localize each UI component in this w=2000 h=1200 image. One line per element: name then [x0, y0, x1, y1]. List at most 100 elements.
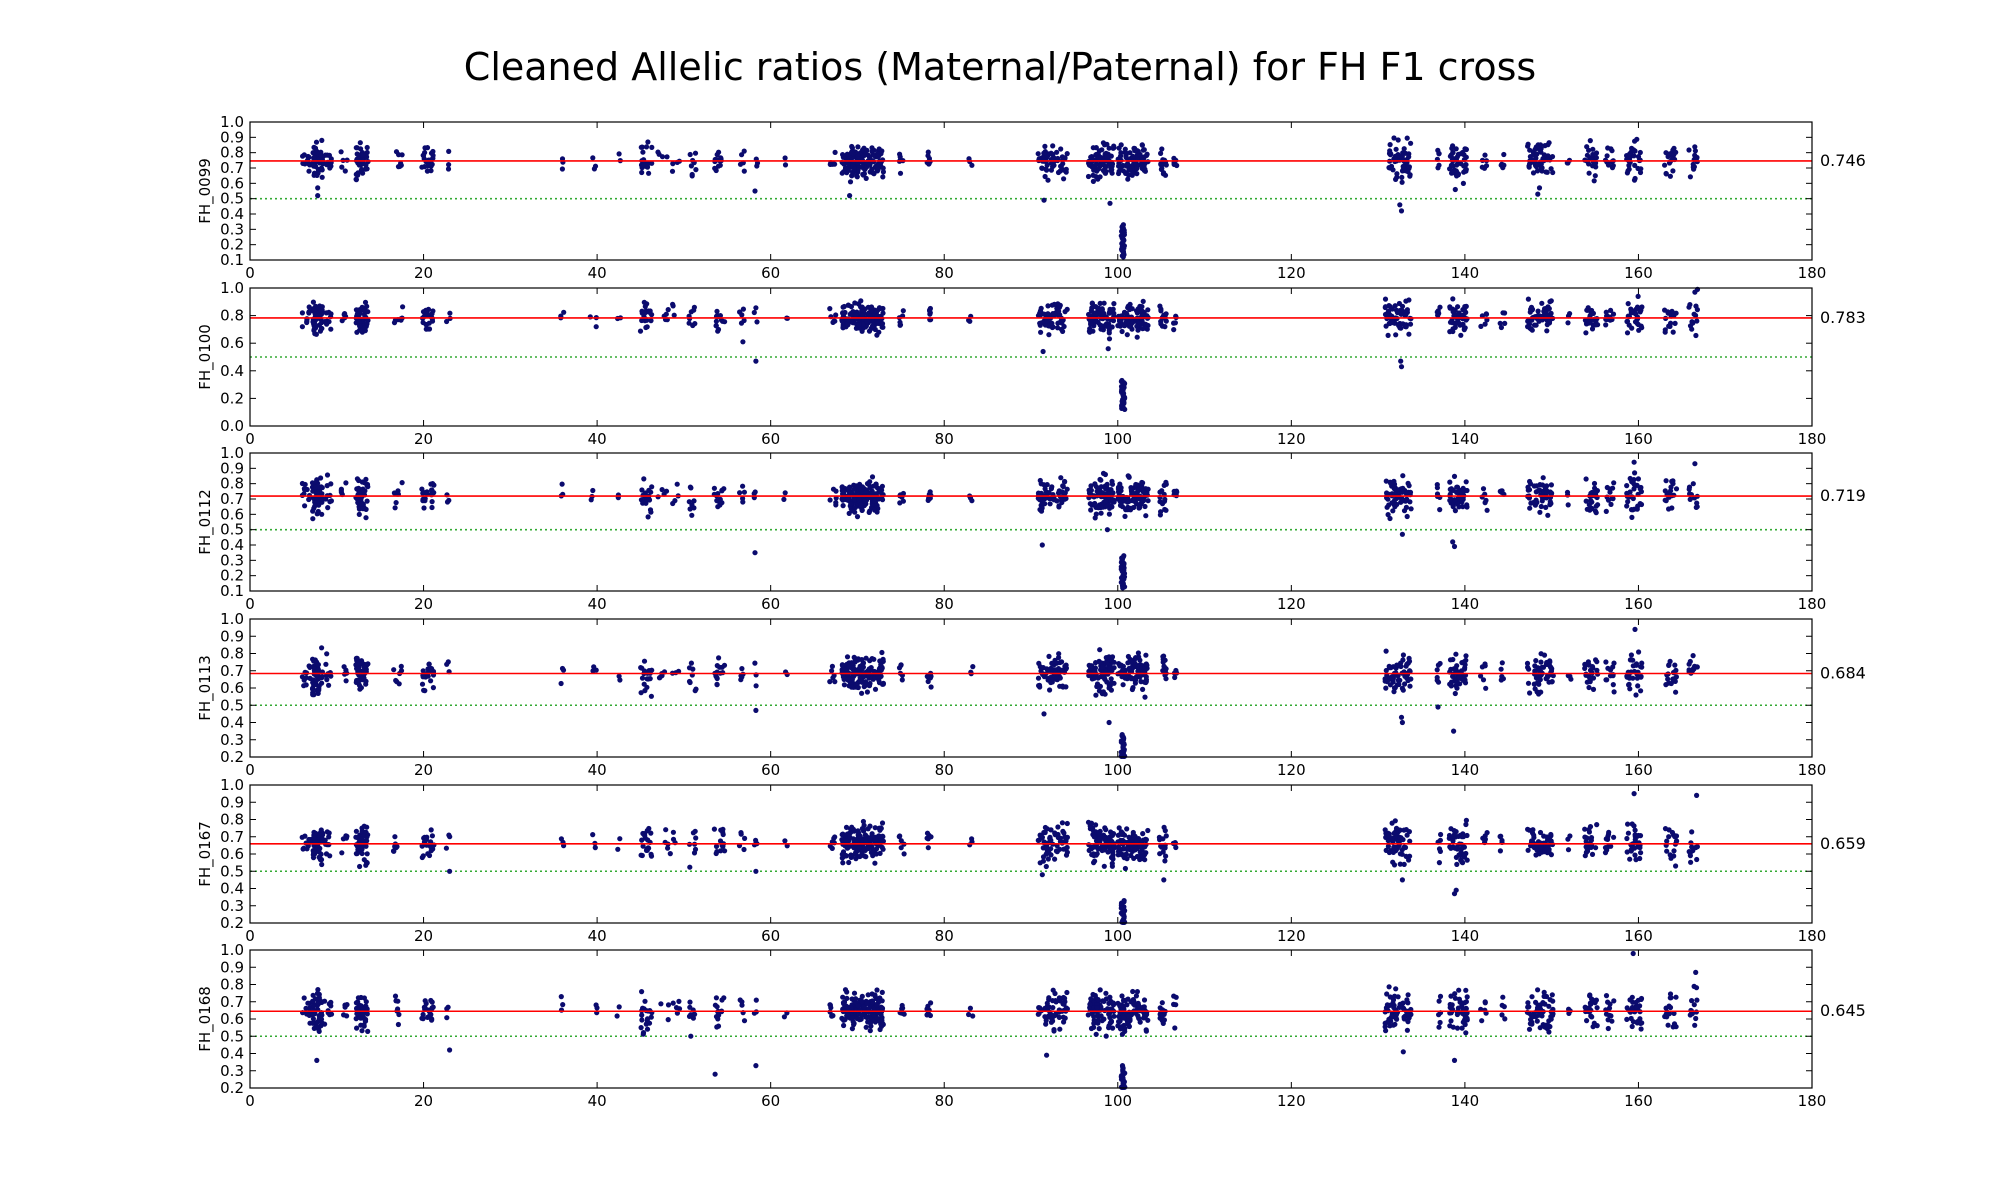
data-point	[840, 325, 846, 331]
data-point	[323, 851, 330, 857]
data-point	[863, 175, 869, 181]
data-point	[1662, 497, 1668, 503]
data-point	[1629, 308, 1635, 315]
y-tick-label: 0.6	[220, 679, 244, 697]
data-point	[854, 174, 860, 180]
outlier-point	[1106, 719, 1112, 726]
data-point	[1540, 475, 1546, 481]
data-point	[1402, 844, 1409, 851]
outlier-point	[1450, 539, 1456, 545]
panel-fh-0167: 0 20 40 60 80 100 120 140 160 1800.20.30.40.50.60…	[196, 776, 1866, 945]
data-point	[1533, 155, 1539, 161]
data-point	[1096, 155, 1102, 161]
data-point	[318, 325, 325, 332]
data-point	[328, 326, 334, 332]
data-point	[833, 500, 839, 506]
data-point	[1529, 327, 1535, 333]
data-point	[422, 496, 428, 502]
data-point	[1626, 162, 1632, 168]
data-point	[1527, 309, 1533, 315]
data-point	[1095, 675, 1101, 681]
data-point	[880, 174, 886, 180]
data-point	[1172, 674, 1178, 681]
data-point	[592, 845, 598, 851]
data-point	[1590, 686, 1597, 693]
data-point	[316, 312, 322, 319]
data-point	[1041, 829, 1047, 836]
data-point	[1058, 475, 1064, 481]
data-point	[313, 331, 319, 337]
data-point	[1388, 480, 1394, 486]
data-point	[1159, 162, 1165, 168]
data-point	[1100, 140, 1106, 146]
y-tick-label: 0.9	[220, 627, 244, 645]
data-point	[1399, 303, 1406, 309]
data-point	[1538, 651, 1544, 657]
data-point	[861, 853, 868, 859]
data-point	[1448, 666, 1454, 672]
data-point	[1124, 826, 1130, 832]
data-point	[674, 481, 680, 487]
data-point	[645, 161, 651, 167]
data-point	[310, 516, 316, 522]
y-tick-label: 0.2	[220, 389, 244, 407]
data-point	[1624, 503, 1630, 509]
data-point	[300, 160, 306, 166]
data-point	[398, 668, 405, 674]
data-point	[1143, 679, 1149, 685]
data-point	[1109, 481, 1116, 487]
data-point	[1626, 682, 1632, 688]
x-tick-label: 0	[245, 761, 255, 779]
data-point	[1121, 553, 1127, 559]
data-point	[862, 498, 868, 504]
data-point	[1143, 652, 1149, 658]
outlier-point	[1397, 202, 1403, 208]
data-point	[1044, 162, 1050, 168]
data-point	[1591, 480, 1598, 487]
y-tick-label: 0.1	[220, 582, 244, 600]
data-point	[1111, 301, 1117, 307]
data-point	[323, 496, 329, 502]
data-point	[1139, 142, 1145, 148]
data-point	[664, 154, 670, 160]
data-point	[782, 155, 788, 161]
data-point	[1586, 170, 1592, 176]
data-point	[716, 655, 722, 661]
outlier-point	[1435, 704, 1441, 710]
data-point	[1478, 673, 1484, 679]
data-point	[1128, 163, 1134, 169]
data-point	[1502, 320, 1508, 326]
data-point	[1524, 660, 1531, 667]
data-point	[1687, 658, 1693, 665]
data-point	[926, 161, 932, 167]
data-point	[1549, 490, 1555, 496]
data-point	[924, 830, 931, 836]
data-point	[1063, 662, 1069, 668]
data-point	[424, 489, 430, 495]
data-point	[1385, 496, 1391, 502]
data-point	[646, 668, 652, 674]
data-point	[1536, 318, 1542, 324]
data-point	[1630, 675, 1636, 681]
x-tick-label: 180	[1798, 264, 1827, 282]
outlier-point	[1040, 348, 1046, 355]
outlier-point	[740, 339, 746, 345]
data-point	[1501, 151, 1507, 158]
data-point	[1692, 144, 1698, 150]
data-point	[866, 162, 873, 168]
data-point	[324, 483, 330, 489]
data-point	[663, 827, 669, 833]
data-point	[1635, 293, 1641, 299]
data-point	[1124, 332, 1130, 338]
data-point	[312, 503, 318, 509]
data-point	[1109, 504, 1115, 510]
data-point	[1452, 321, 1458, 327]
data-point	[781, 496, 787, 502]
data-point	[299, 324, 305, 330]
data-point	[676, 668, 682, 675]
data-point	[1090, 178, 1096, 184]
data-point	[645, 676, 651, 682]
data-point	[1406, 164, 1412, 170]
data-point	[1120, 168, 1126, 174]
data-point	[306, 168, 312, 174]
